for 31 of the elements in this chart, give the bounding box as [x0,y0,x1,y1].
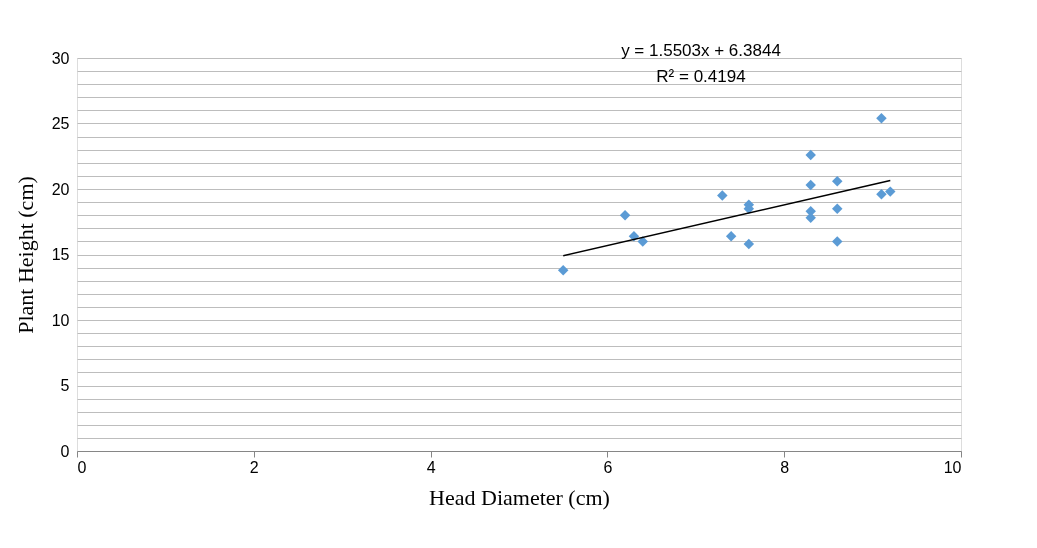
x-tick-label: 6 [603,458,613,476]
point [805,149,816,161]
x-axis-title: Head Diameter (cm) [429,484,610,510]
y-tick-label: 0 [60,442,70,460]
point [832,236,843,247]
y-tick-label: 5 [60,377,70,394]
point [832,175,843,187]
point [832,203,843,214]
point [557,264,569,276]
y-tick-label: 30 [51,49,70,67]
point [743,238,755,250]
point [876,113,887,124]
y-axis-title: Plant Height (cm) [12,176,38,334]
point [637,236,648,247]
point [717,190,728,201]
x-tick-label: 0 [77,458,87,476]
point [885,186,896,197]
point [876,189,887,200]
y-tick-label: 10 [51,311,70,329]
x-tick-label: 8 [780,458,790,476]
x-tick-label: 10 [943,458,962,476]
x-tick-label: 4 [426,458,436,476]
annotation: y = 1.5503x + 6.3844 [621,41,781,60]
y-tick-label: 15 [51,246,70,263]
annotation: R² = 0.4194 [656,67,746,86]
x-tick-label: 2 [249,458,259,476]
point [725,230,737,242]
y-tick-label: 20 [51,180,70,198]
point [619,209,631,221]
point [805,179,816,191]
y-tick-label: 25 [51,115,70,132]
